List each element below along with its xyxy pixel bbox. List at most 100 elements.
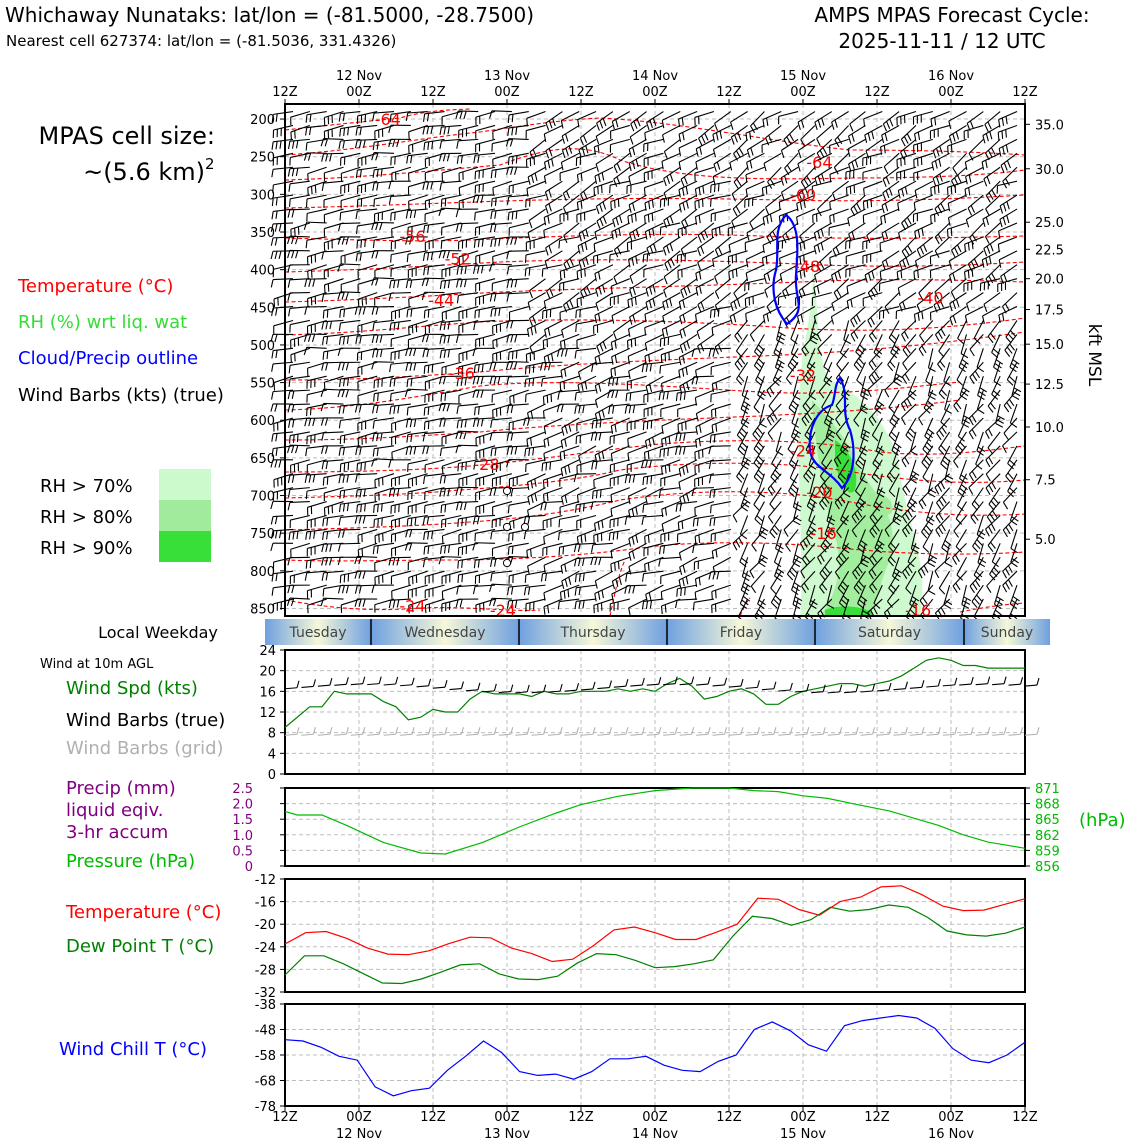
wind-barb-flag [545,462,548,471]
wind-barb-shaft [442,584,462,592]
wind-barb-shaft [711,598,731,606]
wind-barb-flag [842,492,851,498]
wind-barb-shaft [526,152,546,160]
wind-barb-flag [993,380,1002,387]
wind-barb-shaft [391,501,411,507]
wind-barb-shaft [459,180,479,189]
wind-barb-flag [679,433,682,442]
wind-barb-flag [895,373,904,379]
wind-barb-flag [371,152,375,161]
wind-barb-flag [645,600,649,609]
wind-barb-shaft [901,236,917,252]
wind-barb-shaft [578,445,597,457]
wind-barb-flag [841,581,849,588]
wind-barb-flag [625,393,628,402]
wind-barb-flag [885,259,889,268]
wind-barb-shaft [838,584,850,604]
wind-barb-shaft [544,319,563,331]
wind-barb-flag [732,270,734,279]
wind-barb-shaft [985,459,1001,475]
wind-barb-shaft [458,124,479,131]
wind-barb-flag [443,349,446,358]
wind-barb-flag [514,236,518,245]
wind-barb-shaft [441,110,462,118]
wind-barb-shaft [273,598,294,605]
wind-barb-shaft [697,250,715,263]
wind-barb-shaft [559,389,580,393]
wind-barb-flag [358,404,362,413]
wind-barb-flag [534,478,537,487]
wind-barb-flag [393,280,396,289]
wind-barb-flag [871,270,875,279]
wind-barb-flag [608,532,611,541]
wind-barb-flag [745,259,749,268]
wind-barb-flag [767,432,774,440]
wind-barb-flag [630,123,635,132]
wind-barb-shaft [458,292,479,296]
wind-barb-flag [821,407,828,414]
wind-barb-flag [884,231,889,240]
wind-barb-shaft [458,501,479,504]
wind-barb-flag [355,127,358,136]
wind-barb-shaft [711,584,731,593]
wind-barb-shaft [407,542,428,544]
wind-barb-flag [447,544,451,553]
wind-barb-flag [364,503,366,512]
wind-barb-shaft [976,431,984,452]
wind-barb-flag [473,322,476,331]
wind-barb-flag [871,555,878,563]
wind-barb-flag [990,541,996,549]
wind-barb-flag [547,160,551,169]
wind-barb-flag [756,515,764,522]
wind-barb-shaft [357,138,378,141]
wind-barb-shaft [834,487,850,503]
wind-barb-flag [819,150,825,158]
wind-barb-flag [940,481,946,490]
wind-barb-shaft [391,222,412,230]
wind-barb-shaft [543,598,563,608]
wind-barb-shaft [796,236,816,245]
wind-barb-flag [901,334,906,342]
wind-barb-shaft [643,514,664,518]
wind-barb-shaft [289,180,310,185]
wind-barb-shaft [563,194,580,208]
wind-barb-flag [700,301,705,310]
wind-barb-flag [892,575,900,582]
wind-barb-flag [598,453,601,462]
wind-barb-flag [464,377,467,386]
wind-barb-shaft [973,598,984,618]
wind-barb-flag [810,335,819,341]
wind-barb-flag [742,404,750,411]
wind-barb-flag [994,603,1002,609]
wind-barb-flag [868,335,875,343]
wind-barb-flag [633,121,638,129]
wind-barb-flag [488,584,493,592]
wind-barb-shaft [806,487,816,507]
wind-barb-shaft [770,584,782,603]
wind-barb-shaft [627,347,647,357]
wind-barb-shaft [491,597,512,600]
wind-barb-flag [614,340,617,349]
wind-barb-shaft [733,166,749,183]
wind-barb-flag [651,199,654,208]
wind-barb-flag [1005,336,1012,344]
wind-barb-flag [545,150,550,159]
wind-barb-shaft [441,514,462,521]
wind-barb-flag [325,336,329,345]
wind-barb-shaft [662,292,681,303]
calm-wind-circle [502,558,512,568]
wind-barb-flag [971,415,977,423]
wind-barb-flag [791,436,799,442]
wind-barb-flag [616,163,621,171]
wind-barb-flag [377,518,379,527]
wind-barb-flag [871,332,877,340]
wind-barb-shaft [544,347,563,358]
wind-barb-flag [598,383,602,392]
wind-barb-shaft [975,445,984,465]
wind-barb-flag [969,120,974,129]
wind-barb-flag [775,367,783,373]
wind-barb-shaft [921,515,934,533]
wind-barb-shaft [753,348,765,366]
wind-barb-flag [584,381,588,390]
